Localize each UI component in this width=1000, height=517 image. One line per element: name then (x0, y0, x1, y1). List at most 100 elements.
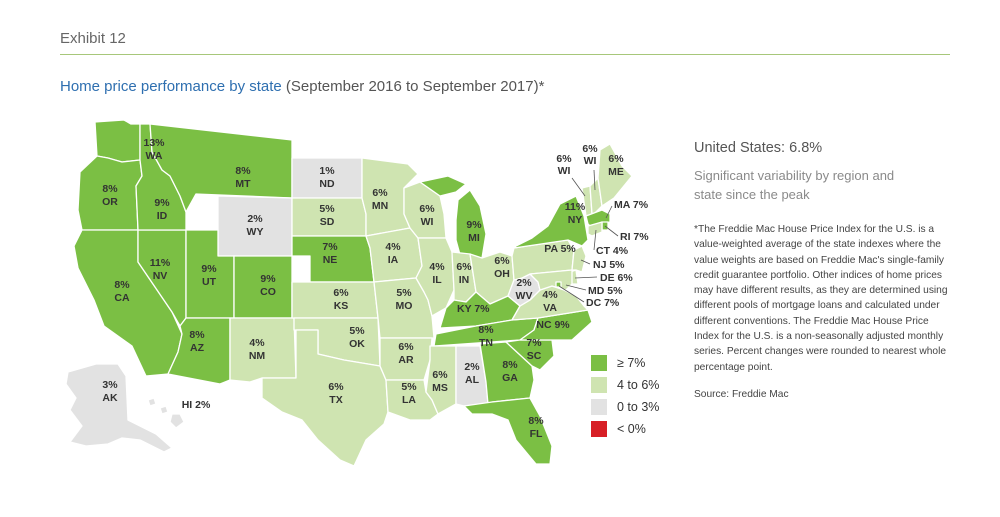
state-value-co: 9% (260, 273, 276, 285)
state-value-ak: 3% (102, 379, 118, 391)
state-fl (463, 397, 553, 465)
state-ar (379, 337, 433, 381)
state-value-fl: 8% (528, 415, 544, 427)
state-abbr-ak: AK (102, 392, 118, 404)
legend-swatch-low (591, 399, 607, 415)
legend-label-mid: 4 to 6% (617, 378, 660, 392)
state-abbr-ny: NY (568, 214, 583, 226)
state-abbr-sd: SD (320, 216, 335, 228)
state-value-mi: 9% (466, 219, 482, 231)
state-value-al: 2% (464, 361, 480, 373)
state-abbr-vt: WI (558, 165, 571, 177)
state-value-or: 8% (102, 183, 118, 195)
state-value-sd: 5% (319, 203, 335, 215)
state-value-mt: 8% (235, 165, 251, 177)
state-abbr-ms: MS (432, 382, 448, 394)
state-value-ut: 9% (201, 263, 217, 275)
summary-panel: United States: 6.8% Significant variabil… (694, 140, 974, 400)
legend-swatch-mid (591, 377, 607, 393)
state-label-dc: DC 7% (586, 297, 620, 309)
state-value-va: 4% (542, 289, 558, 301)
state-abbr-wi: WI (421, 216, 434, 228)
legend-swatch-negative (591, 421, 607, 437)
state-value-nv: 11% (150, 257, 171, 269)
state-abbr-ga: GA (502, 372, 518, 384)
state-label-ri: RI 7% (620, 231, 649, 243)
state-value-tx: 6% (328, 381, 344, 393)
state-value-wa: 13% (143, 137, 165, 149)
state-abbr-wa: WA (146, 150, 163, 162)
exhibit-label: Exhibit 12 (60, 30, 126, 47)
state-abbr-fl: FL (530, 428, 543, 440)
leader-line (604, 225, 619, 237)
state-abbr-ne: NE (323, 254, 338, 266)
legend-label-low: 0 to 3% (617, 400, 660, 414)
leader-line (574, 276, 598, 279)
state-abbr-wv: WV (516, 290, 533, 302)
state-abbr-mo: MO (396, 300, 413, 312)
legend-item-low: 0 to 3% (591, 396, 659, 418)
map-title-period: (September 2016 to September 2017)* (281, 78, 545, 95)
state-abbr-ia: IA (388, 254, 399, 266)
state-value-ar: 6% (398, 341, 414, 353)
leader-line (593, 229, 597, 251)
state-ny (513, 195, 589, 249)
state-value-mo: 5% (396, 287, 412, 299)
state-value-az: 8% (189, 329, 205, 341)
legend-item-high: ≥ 7% (591, 352, 659, 374)
state-value-in: 6% (456, 261, 472, 273)
state-abbr-mn: MN (372, 200, 388, 212)
state-label-ct: CT 4% (596, 245, 629, 257)
state-value-nm: 4% (249, 337, 265, 349)
state-wa (94, 119, 141, 163)
state-value-ga: 8% (502, 359, 518, 371)
state-il (415, 237, 455, 317)
state-value-oh: 6% (494, 255, 510, 267)
legend-swatch-high (591, 355, 607, 371)
state-value-vt: 6% (556, 153, 572, 165)
state-abbr-ut: UT (202, 276, 217, 288)
state-abbr-tx: TX (329, 394, 342, 406)
state-label-ky: KY 7% (457, 303, 490, 315)
state-abbr-ok: OK (349, 338, 365, 350)
leader-line (558, 285, 585, 303)
state-label-de: DE 6% (600, 272, 633, 284)
state-abbr-in: IN (459, 274, 470, 286)
source-note: Source: Freddie Mac (694, 388, 789, 400)
state-label-ma: MA 7% (614, 199, 649, 211)
state-dc (555, 281, 562, 288)
legend-item-negative: < 0% (591, 418, 659, 440)
state-label-nc: NC 9% (536, 319, 570, 331)
state-tx (261, 329, 389, 467)
map-legend: ≥ 7% 4 to 6% 0 to 3% < 0% (591, 352, 659, 440)
state-abbr-mi: MI (468, 232, 480, 244)
header-divider (60, 54, 950, 55)
us-national-stat: United States: 6.8% (694, 140, 823, 156)
state-abbr-va: VA (543, 302, 557, 314)
state-abbr-il: IL (432, 274, 442, 286)
state-abbr-ar: AR (398, 354, 414, 366)
state-value-wy: 2% (247, 213, 263, 225)
leader-line-vt (571, 177, 586, 197)
state-abbr-id: ID (157, 210, 168, 222)
summary-subhead: Significant variability by region and st… (694, 168, 895, 202)
state-value-ms: 6% (432, 369, 448, 381)
leader-line (605, 205, 613, 219)
state-ak (65, 363, 173, 453)
state-abbr-or: OR (102, 196, 118, 208)
map-title: Home price performance by state (Septemb… (60, 78, 544, 95)
state-value-sc: 7% (526, 337, 542, 349)
state-ct (587, 221, 603, 237)
state-abbr-la: LA (402, 394, 416, 406)
state-value-nh: 6% (582, 143, 598, 155)
state-abbr-tn: TN (479, 337, 493, 349)
state-abbr-nd: ND (319, 178, 335, 190)
state-abbr-ks: KS (334, 300, 349, 312)
legend-item-mid: 4 to 6% (591, 374, 659, 396)
state-label-md: MD 5% (588, 285, 623, 297)
state-abbr-sc: SC (527, 350, 542, 362)
state-value-ks: 6% (333, 287, 349, 299)
state-hi (147, 397, 185, 429)
state-label-nj: NJ 5% (593, 259, 625, 271)
state-abbr-nv: NV (153, 270, 168, 282)
